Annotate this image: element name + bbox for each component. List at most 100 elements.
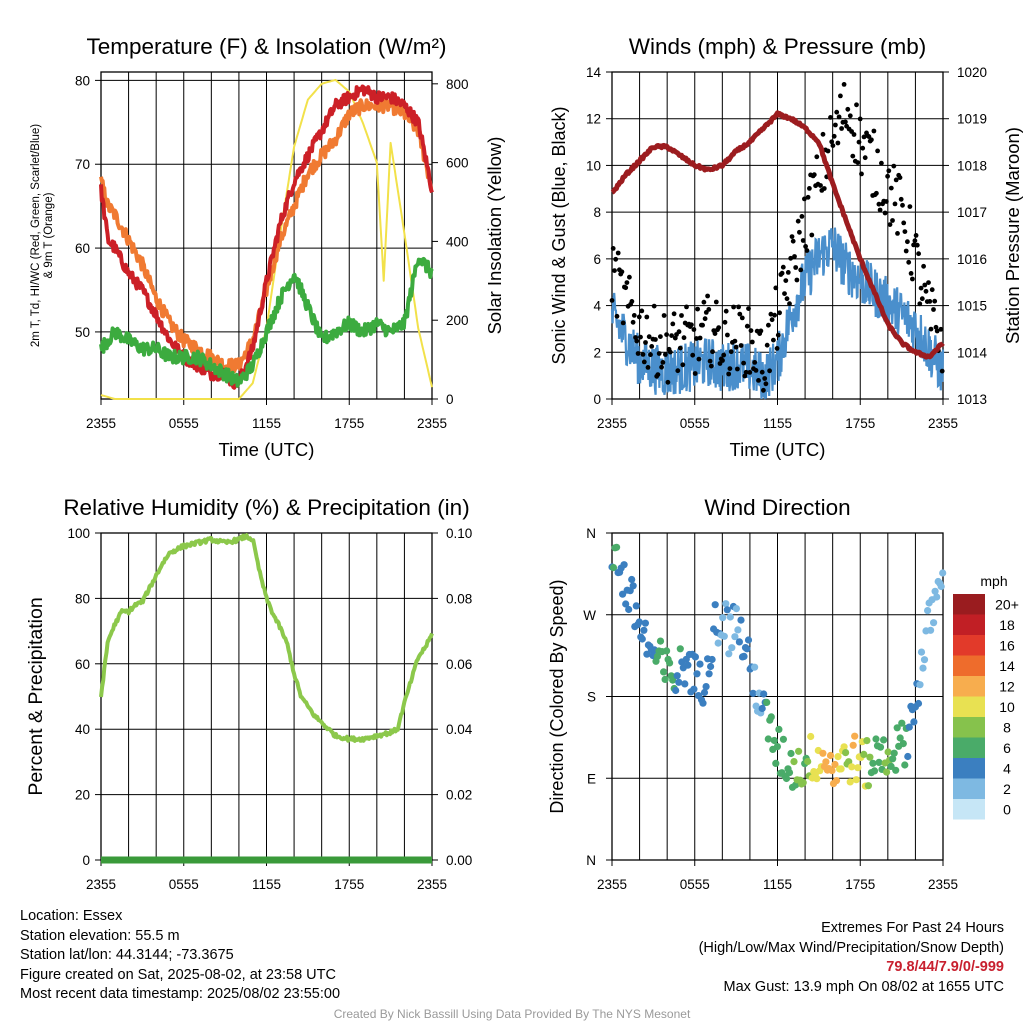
- wind-direction-point: [684, 661, 692, 669]
- gust-point: [737, 311, 743, 317]
- gust-point: [775, 332, 781, 338]
- panel-3-ytick-label: 80: [75, 591, 90, 606]
- gust-point: [874, 190, 879, 196]
- gust-point: [746, 306, 751, 311]
- gust-point: [871, 128, 877, 134]
- wind-direction-point: [775, 725, 783, 734]
- gust-point: [841, 82, 847, 87]
- gust-point: [779, 270, 785, 276]
- gust-point: [787, 301, 792, 307]
- extremes-title: Extremes For Past 24 Hours: [821, 920, 1004, 936]
- panel-2-xtick-label: 0555: [680, 416, 710, 431]
- panel-4-ytick-label: N: [586, 853, 596, 868]
- wind-direction-point: [790, 758, 798, 766]
- gust-point: [638, 334, 643, 340]
- wind-direction-point: [731, 633, 739, 641]
- gust-point: [725, 332, 730, 338]
- gust-point: [928, 326, 934, 332]
- wind-direction-point: [609, 564, 618, 572]
- wind-direction-point: [740, 652, 748, 661]
- wind-direction-point: [854, 764, 862, 772]
- gust-point: [820, 131, 826, 137]
- wind-direction-point: [901, 761, 909, 769]
- wind-direction-point: [635, 618, 643, 626]
- wind-direction-point: [828, 767, 836, 775]
- wind-direction-point: [782, 774, 791, 783]
- panel-1-xtick-label: 2355: [417, 416, 447, 431]
- wind-direction-point: [933, 593, 941, 601]
- panel-3-ytick-label: 40: [75, 722, 90, 737]
- gust-point: [721, 352, 727, 358]
- gust-point: [809, 232, 815, 238]
- wind-direction-point: [813, 775, 821, 783]
- wind-direction-point: [779, 735, 788, 743]
- wind-direction-point: [726, 613, 734, 621]
- gust-point: [733, 344, 739, 350]
- gust-point: [838, 93, 843, 99]
- gust-point: [784, 296, 790, 302]
- station-location: Location: Essex: [20, 908, 123, 924]
- gust-point: [771, 337, 776, 343]
- gust-point: [912, 238, 918, 244]
- gust-point: [615, 250, 621, 256]
- gust-point: [887, 222, 893, 228]
- gust-point: [835, 140, 841, 146]
- wind-direction-point: [711, 601, 719, 609]
- wind-direction-point: [851, 732, 859, 740]
- gust-point: [694, 336, 699, 341]
- wind-direction-point: [930, 619, 938, 627]
- station-elevation: Station elevation: 55.5 m: [20, 927, 180, 944]
- gust-point: [684, 304, 689, 310]
- wind-direction-point: [939, 569, 947, 577]
- wind-direction-point: [919, 664, 927, 672]
- panel-4-title: Wind Direction: [704, 495, 850, 520]
- gust-point: [766, 322, 771, 328]
- gust-point: [891, 163, 897, 169]
- legend-label: 18: [999, 617, 1015, 633]
- wind-direction-point: [628, 575, 636, 584]
- gust-point: [785, 270, 791, 275]
- wind-direction-point: [893, 724, 901, 732]
- wind-direction-point: [690, 685, 698, 693]
- gust-point: [829, 139, 835, 145]
- wind-direction-point: [656, 637, 665, 645]
- wind-direction-point: [707, 662, 715, 671]
- gust-point: [749, 339, 755, 345]
- legend-swatch: [953, 614, 985, 635]
- gust-point: [845, 106, 851, 112]
- panel-1-y2tick-label: 600: [446, 156, 469, 171]
- wind-direction-point: [770, 736, 778, 745]
- gust-point: [772, 312, 777, 318]
- wind-direction-point: [699, 699, 707, 707]
- panel-3-xtick-label: 1155: [252, 877, 281, 892]
- wind-direction-point: [638, 635, 646, 643]
- wind-direction-point: [751, 663, 759, 671]
- gust-point: [649, 344, 655, 349]
- gust-point: [897, 175, 903, 181]
- gust-point: [691, 327, 697, 332]
- panel-1-y2label: Solar Insolation (Yellow): [484, 137, 505, 335]
- gust-point: [888, 185, 894, 191]
- gust-point: [883, 199, 889, 204]
- wind-direction-point: [702, 683, 710, 691]
- gust-point: [882, 210, 888, 216]
- panel-1-ytick-label: 80: [75, 73, 90, 88]
- wind-direction-point: [832, 777, 841, 785]
- wind-direction-point: [666, 659, 674, 667]
- panel-3-ytick-label: 100: [67, 526, 90, 541]
- gust-point: [799, 214, 805, 219]
- panel-2-ytick-label: 12: [586, 112, 601, 127]
- gust-point: [903, 248, 909, 254]
- wind-direction-point: [719, 614, 727, 622]
- gust-point: [609, 298, 615, 303]
- gust-point: [752, 360, 758, 365]
- gust-point: [713, 299, 719, 305]
- gust-point: [933, 324, 939, 330]
- panel-2-ytick-label: 0: [593, 392, 601, 407]
- gust-point: [653, 337, 658, 342]
- gust-point: [680, 362, 686, 368]
- panel-2-xlabel: Time (UTC): [730, 439, 826, 460]
- gust-point: [818, 183, 823, 188]
- wind-direction-point: [917, 648, 926, 656]
